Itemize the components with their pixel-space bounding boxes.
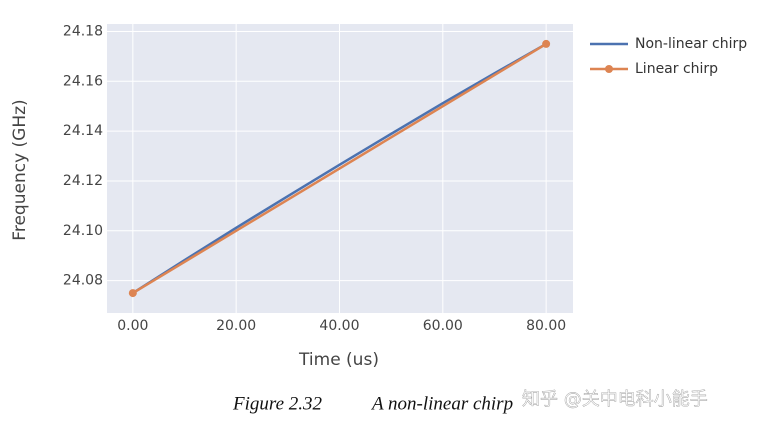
y-tick-label: 24.12 xyxy=(63,173,103,189)
y-axis-title: Frequency (GHz) xyxy=(10,99,30,240)
x-tick-label: 40.00 xyxy=(319,318,359,334)
point xyxy=(128,289,137,298)
x-tick-label: 0.00 xyxy=(117,318,148,334)
legend-label: Non-linear chirp xyxy=(635,36,747,52)
series-line xyxy=(132,42,547,295)
caption: A non-linear chirp xyxy=(370,393,513,414)
y-tick-label: 24.10 xyxy=(63,223,103,239)
legend-marker xyxy=(605,65,613,73)
legend-label: Linear chirp xyxy=(635,61,718,77)
series-line xyxy=(132,42,547,295)
figure-number: Figure 2.32 xyxy=(232,393,323,414)
watermark: 知乎 @关中电科小能手 xyxy=(522,389,708,410)
x-tick-label: 60.00 xyxy=(423,318,463,334)
y-tick-label: 24.14 xyxy=(63,123,103,139)
x-tick-label: 20.00 xyxy=(216,318,256,334)
y-tick-label: 24.18 xyxy=(63,23,103,39)
point xyxy=(542,39,551,48)
y-tick-label: 24.16 xyxy=(63,73,103,89)
x-axis-title: Time (us) xyxy=(298,350,379,370)
x-tick-label: 80.00 xyxy=(526,318,566,334)
y-tick-label: 24.08 xyxy=(63,273,103,289)
